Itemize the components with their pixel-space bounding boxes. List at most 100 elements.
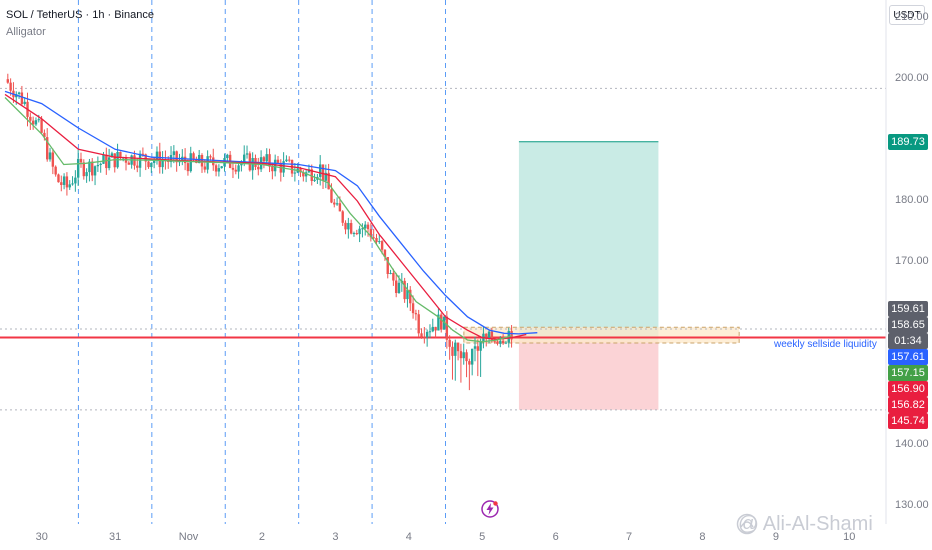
candle-body — [369, 229, 373, 238]
candle-body — [136, 165, 139, 168]
candle-body — [209, 156, 212, 158]
candle-body — [226, 154, 229, 159]
candle-body — [324, 172, 328, 181]
candle-body — [147, 161, 150, 168]
candle-body — [409, 289, 412, 304]
indicator-legend[interactable]: Alligator — [6, 26, 46, 38]
candle-body — [476, 346, 480, 351]
candle-body — [245, 153, 249, 155]
time-tick-label: 5 — [479, 531, 486, 543]
candles-layer — [6, 73, 513, 391]
time-tick-label: 30 — [35, 531, 48, 543]
candle-body — [386, 256, 389, 275]
candle-body — [96, 164, 100, 167]
candle-body — [107, 157, 111, 169]
candle-body — [341, 211, 344, 223]
candle-body — [383, 249, 387, 257]
candle-body — [487, 331, 491, 339]
candle-body — [501, 340, 505, 344]
candle-body — [335, 203, 339, 205]
candle-body — [403, 280, 406, 300]
candle-body — [349, 223, 353, 234]
candle-body — [74, 177, 77, 184]
candle-body — [459, 351, 463, 359]
candle-body — [338, 203, 342, 212]
candle-body — [375, 237, 378, 242]
candle-body — [431, 326, 434, 332]
level-lines — [0, 87, 886, 411]
candle-body — [20, 92, 24, 104]
price-tick-label: 200.00 — [895, 72, 929, 85]
candle-body — [282, 161, 285, 173]
candle-body — [17, 92, 21, 95]
candle-body — [394, 280, 398, 294]
candle-body — [265, 154, 268, 162]
profit-zone[interactable] — [518, 141, 659, 341]
candle-body — [333, 202, 336, 205]
candle-body — [434, 326, 437, 331]
candle-body — [102, 154, 105, 164]
grid-layer — [77, 0, 446, 524]
candle-body — [358, 228, 361, 235]
candle-body — [62, 176, 66, 185]
price-badge: 159.61 — [888, 301, 928, 317]
alligator-layer — [4, 90, 538, 343]
price-tick-label: 130.00 — [895, 498, 929, 511]
time-tick-label: 8 — [699, 531, 706, 543]
candle-body — [372, 237, 375, 239]
candle-body — [420, 333, 423, 337]
candle-body — [310, 169, 313, 182]
candle-body — [406, 289, 409, 300]
candle-body — [85, 172, 88, 177]
price-badge: 145.74 — [888, 413, 928, 429]
candle-body — [183, 156, 187, 164]
candle-body — [437, 314, 440, 331]
candle-body — [65, 176, 69, 188]
candle-body — [257, 166, 260, 170]
candle-body — [352, 233, 356, 235]
candle-body — [110, 153, 114, 158]
candle-body — [285, 159, 288, 162]
candle-body — [479, 341, 482, 351]
time-tick-label: 3 — [332, 531, 339, 543]
candle-body — [192, 153, 195, 160]
candle-body — [330, 189, 333, 203]
liquidity-zone[interactable] — [463, 326, 740, 344]
time-tick-label: 6 — [552, 531, 559, 543]
price-badge: 157.61 — [888, 349, 928, 365]
loss-zone[interactable] — [518, 340, 659, 410]
candle-body — [347, 223, 350, 230]
candle-body — [473, 346, 477, 349]
bolt-icon[interactable] — [481, 500, 499, 518]
candle-body — [397, 282, 401, 294]
time-tick-label: Nov — [178, 531, 199, 543]
candle-body — [220, 166, 223, 169]
candle-body — [448, 339, 451, 347]
candle-body — [172, 151, 176, 156]
candle-body — [355, 233, 358, 235]
candle-body — [237, 165, 240, 172]
candle-body — [451, 346, 454, 356]
candle-body — [321, 164, 325, 181]
candle-body — [428, 331, 432, 333]
time-tick-label: 2 — [258, 531, 266, 543]
candle-body — [366, 224, 370, 230]
candle-body — [186, 163, 190, 172]
candle-body — [442, 316, 446, 330]
price-tick-label: 140.00 — [895, 437, 929, 450]
candle-body — [299, 168, 302, 173]
candle-body — [71, 183, 74, 185]
candle-body — [271, 166, 274, 172]
candle-body — [46, 137, 49, 160]
candle-body — [462, 352, 465, 359]
symbol-title: SOL / TetherUS · 1h · Binance — [6, 9, 154, 21]
price-badge: 189.73 — [888, 133, 928, 150]
candle-body — [470, 348, 474, 365]
candle-body — [493, 341, 496, 343]
candle-body — [203, 166, 207, 170]
currency-button[interactable]: USDT — [889, 5, 925, 25]
candle-body — [43, 132, 46, 138]
candle-body — [499, 340, 502, 344]
candle-body — [141, 153, 145, 155]
